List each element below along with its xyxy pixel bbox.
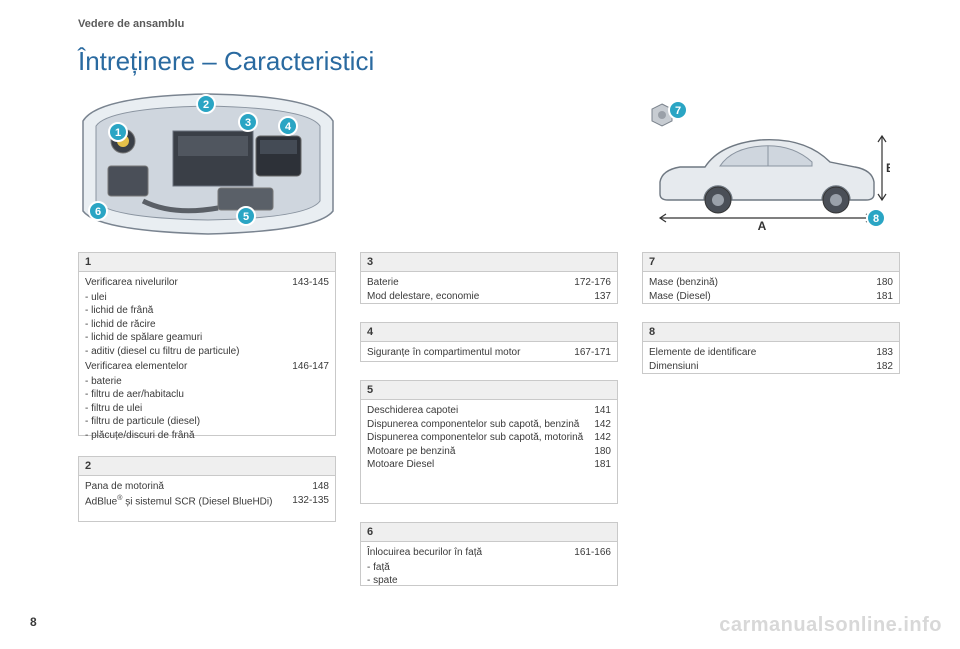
sub-item: lichid de răcire [85, 318, 329, 332]
car-illustration: B A 7 8 [640, 92, 890, 232]
box-number: 1 [79, 253, 335, 272]
item-label: Mase (Diesel) [649, 290, 876, 304]
item-label: Mod delestare, economie [367, 290, 594, 304]
info-box-6: 6 Înlocuirea becurilor în față161-166 fa… [360, 522, 618, 586]
sub-item: baterie [85, 375, 329, 389]
box-number: 7 [643, 253, 899, 272]
item-label: Motoare pe benzină [367, 445, 594, 459]
item-page: 181 [876, 290, 893, 304]
sub-item: filtru de ulei [85, 402, 329, 416]
item-page: 142 [594, 418, 611, 432]
box-number: 3 [361, 253, 617, 272]
item-page: 132-135 [292, 494, 329, 509]
watermark: carmanualsonline.info [719, 614, 942, 637]
item-page: 137 [594, 290, 611, 304]
item-label: Dimensiuni [649, 360, 876, 374]
item-label: Siguranțe în compartimentul motor [367, 346, 574, 360]
svg-text:7: 7 [675, 105, 681, 117]
sub-item: față [367, 561, 611, 575]
sub-item: ulei [85, 291, 329, 305]
svg-text:5: 5 [243, 211, 249, 223]
item-page: 180 [876, 276, 893, 290]
svg-text:1: 1 [115, 127, 121, 139]
svg-text:3: 3 [245, 117, 251, 129]
sub-item: lichid de frână [85, 304, 329, 318]
item-label: Elemente de identificare [649, 346, 876, 360]
item-page: 172-176 [574, 276, 611, 290]
item-label: Dispunerea componentelor sub capotă, ben… [367, 418, 594, 432]
item-label: Deschiderea capotei [367, 404, 594, 418]
box-number: 8 [643, 323, 899, 342]
item-page: 161-166 [574, 546, 611, 560]
svg-text:8: 8 [873, 213, 879, 225]
item-page: 143-145 [292, 276, 329, 290]
item-label: Verificarea elementelor [85, 360, 292, 374]
info-box-3: 3 Baterie172-176Mod delestare, economie1… [360, 252, 618, 304]
item-page: 142 [594, 431, 611, 445]
item-page: 183 [876, 346, 893, 360]
sub-item: aditiv (diesel cu filtru de particule) [85, 345, 329, 359]
info-box-8: 8 Elemente de identificare183Dimensiuni1… [642, 322, 900, 374]
sub-item: filtru de particule (diesel) [85, 415, 329, 429]
info-box-5: 5 Deschiderea capotei141Dispunerea compo… [360, 380, 618, 504]
item-page: 180 [594, 445, 611, 459]
info-box-7: 7 Mase (benzină)180Mase (Diesel)181 [642, 252, 900, 304]
box-number: 4 [361, 323, 617, 342]
sub-item: plăcuțe/discuri de frână [85, 429, 329, 443]
sub-item: spate [367, 574, 611, 588]
item-page: 141 [594, 404, 611, 418]
page-title: Întreținere – Caracteristici [78, 46, 374, 77]
box-number: 2 [79, 457, 335, 476]
info-box-2: 2 Pana de motorină148 AdBlue® și sistemul… [78, 456, 336, 522]
info-box-4: 4 Siguranțe în compartimentul motor167-1… [360, 322, 618, 362]
item-page: 167-171 [574, 346, 611, 360]
info-box-1: 1 Verificarea nivelurilor143-145 uleilic… [78, 252, 336, 436]
svg-text:2: 2 [203, 99, 209, 111]
item-label: Dispunerea componentelor sub capotă, mot… [367, 431, 594, 445]
item-label: Mase (benzină) [649, 276, 876, 290]
item-label: Pana de motorină [85, 480, 312, 494]
dim-a-label: A [758, 219, 767, 232]
svg-text:6: 6 [95, 206, 101, 218]
item-label: Baterie [367, 276, 574, 290]
item-page: 148 [312, 480, 329, 494]
sub-item: lichid de spălare geamuri [85, 331, 329, 345]
box-number: 5 [361, 381, 617, 400]
engine-illustration: 1 2 3 4 5 6 [78, 86, 338, 236]
item-page: 181 [594, 458, 611, 472]
item-page: 182 [876, 360, 893, 374]
svg-text:4: 4 [285, 121, 292, 133]
item-page: 146-147 [292, 360, 329, 374]
page-number: 8 [30, 615, 37, 629]
dim-b-label: B [886, 161, 890, 175]
section-header: Vedere de ansamblu [78, 18, 184, 30]
sub-item: filtru de aer/habitaclu [85, 388, 329, 402]
box-number: 6 [361, 523, 617, 542]
item-label: Verificarea nivelurilor [85, 276, 292, 290]
item-label: Motoare Diesel [367, 458, 594, 472]
item-label: Înlocuirea becurilor în față [367, 546, 574, 560]
item-label: AdBlue® și sistemul SCR (Diesel BlueHDi) [85, 494, 292, 509]
